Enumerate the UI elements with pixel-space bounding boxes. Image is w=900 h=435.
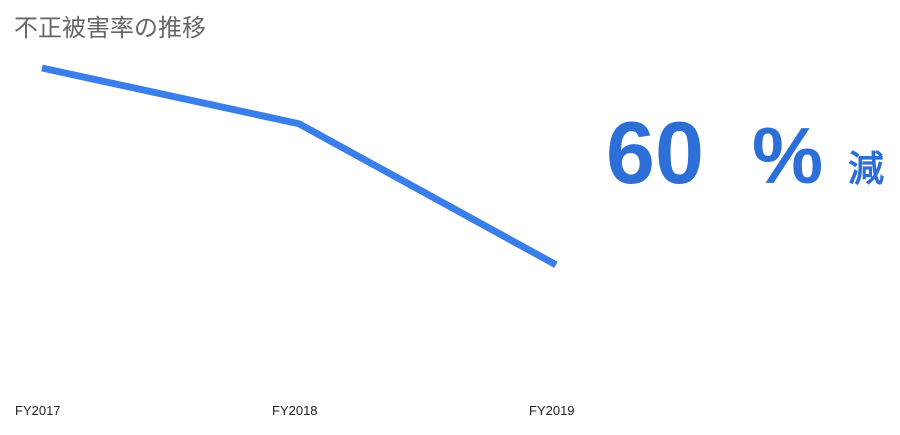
chart-title: 不正被害率の推移 xyxy=(14,14,206,42)
annotation-number: 60 xyxy=(606,103,704,202)
line-series xyxy=(41,64,558,268)
annotation: 60 % 減 xyxy=(606,103,884,202)
x-tick-label: FY2019 xyxy=(529,403,575,418)
x-tick-label: FY2018 xyxy=(272,403,318,418)
annotation-unit: % xyxy=(752,111,823,200)
annotation-suffix: 減 xyxy=(848,149,884,190)
x-tick-label: FY2017 xyxy=(15,403,61,418)
